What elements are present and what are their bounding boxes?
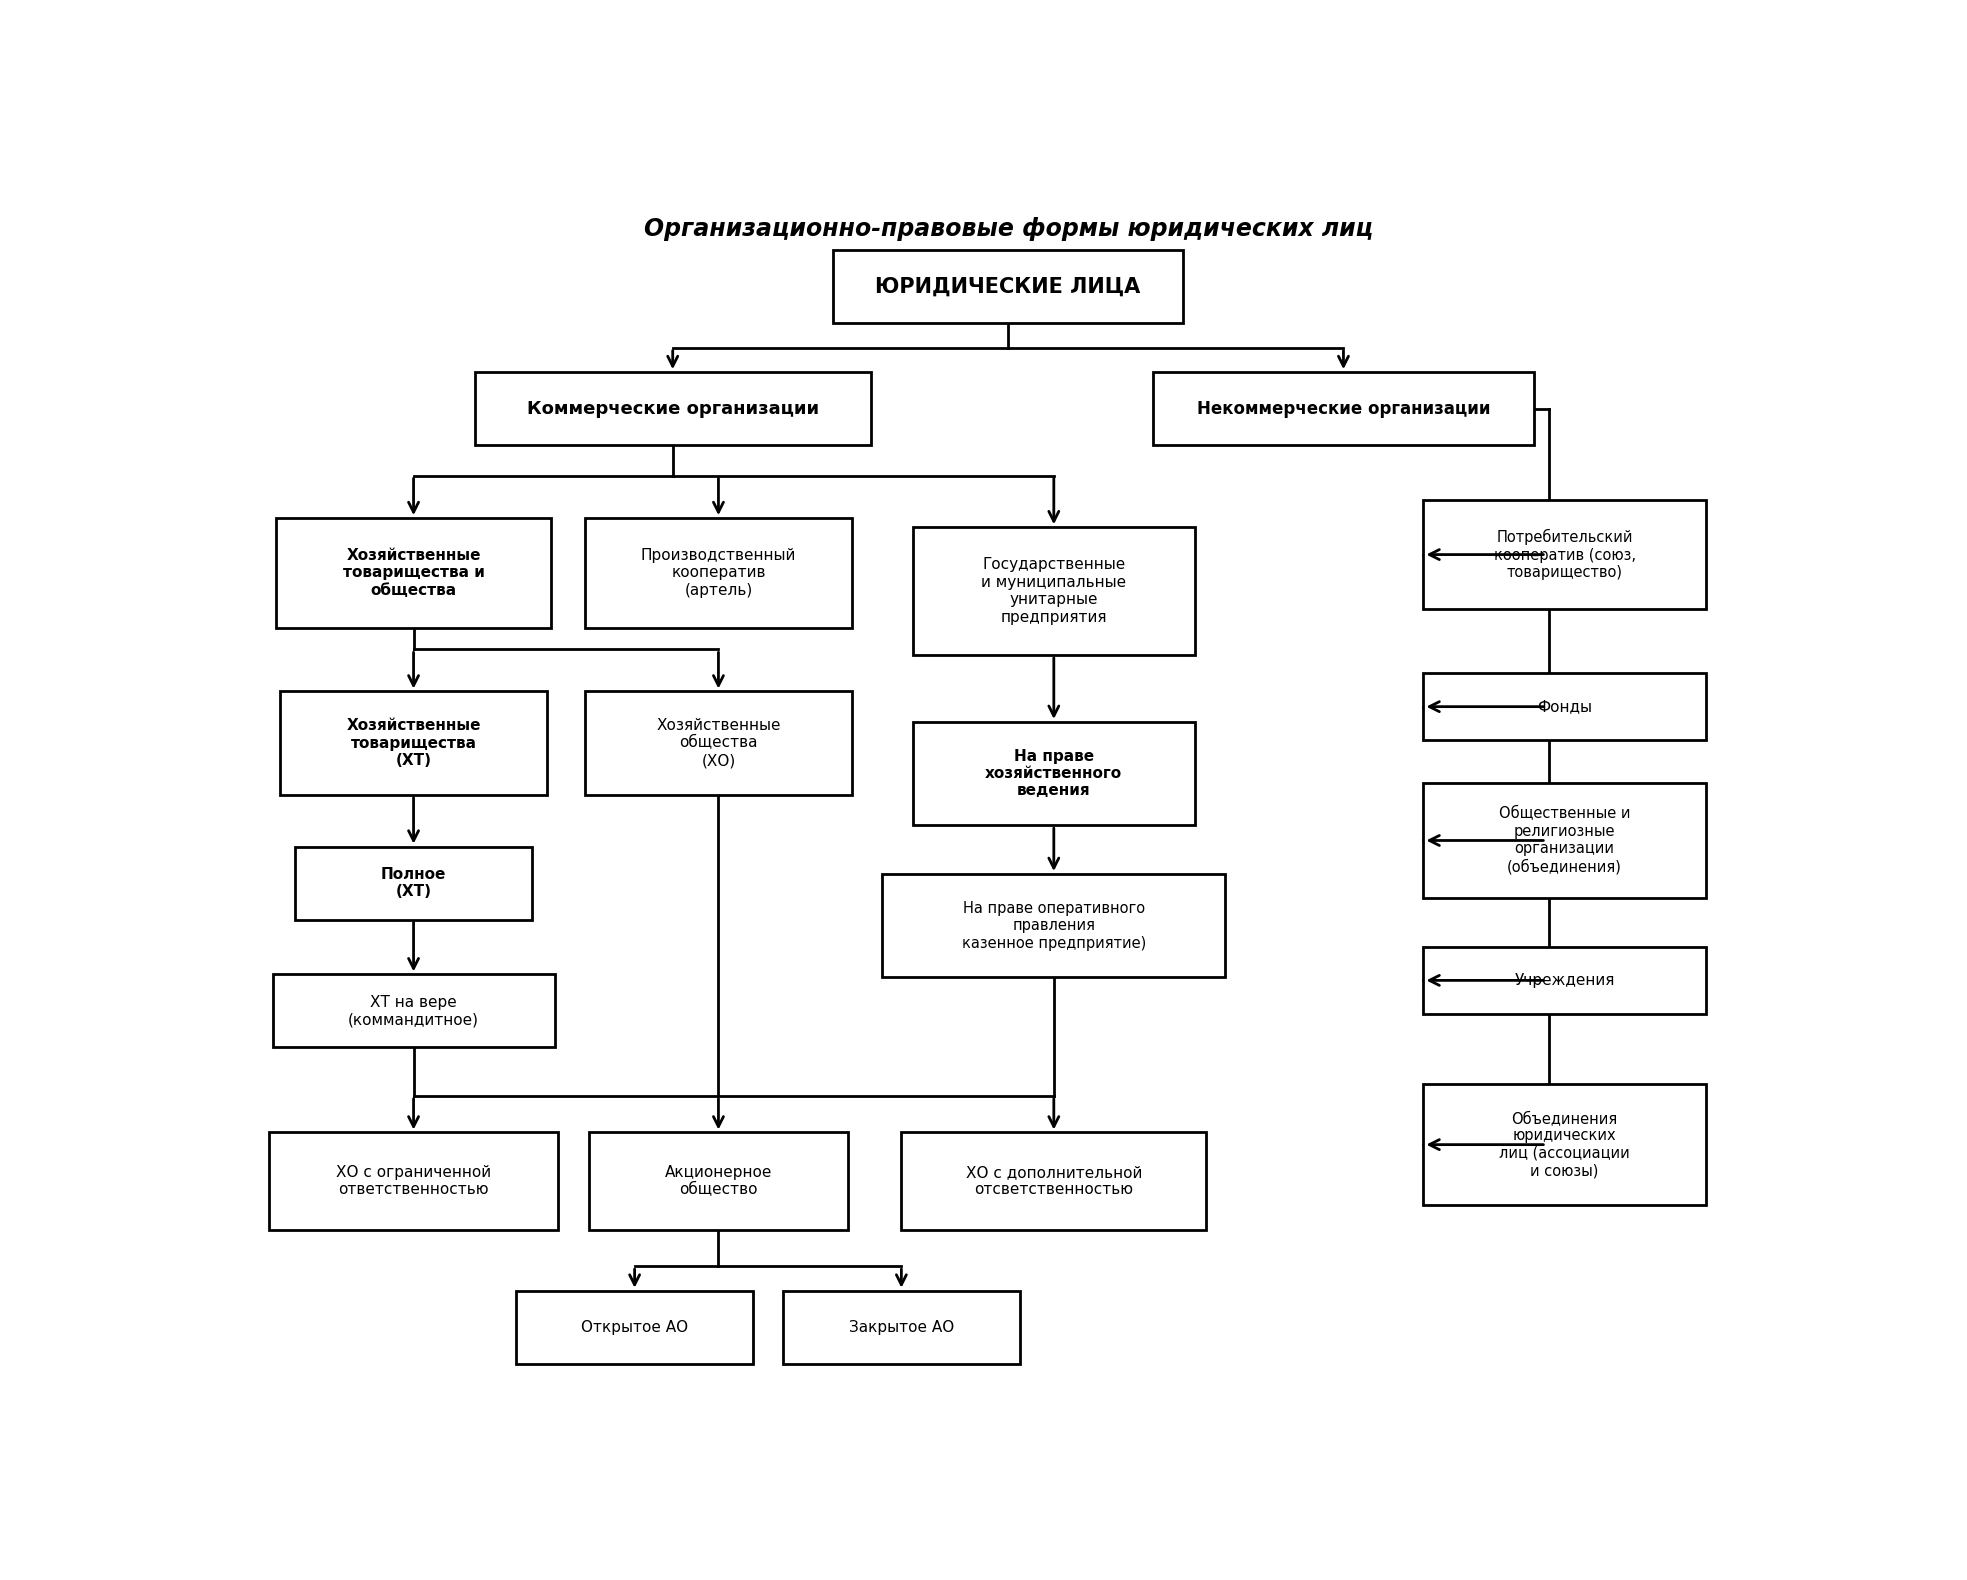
Text: Потребительский
кооператив (союз,
товарищество): Потребительский кооператив (союз, товари… <box>1493 529 1635 580</box>
FancyBboxPatch shape <box>1424 782 1705 899</box>
FancyBboxPatch shape <box>901 1133 1206 1229</box>
Text: ХТ на вере
(коммандитное): ХТ на вере (коммандитное) <box>348 994 480 1027</box>
FancyBboxPatch shape <box>269 1133 559 1229</box>
Text: Закрытое АО: Закрытое АО <box>848 1319 954 1335</box>
FancyBboxPatch shape <box>1424 673 1705 739</box>
Text: Хозяйственные
общества
(ХО): Хозяйственные общества (ХО) <box>657 719 781 768</box>
FancyBboxPatch shape <box>1424 499 1705 610</box>
FancyBboxPatch shape <box>1424 1084 1705 1206</box>
Text: Учреждения: Учреждения <box>1515 973 1615 988</box>
FancyBboxPatch shape <box>783 1291 1019 1364</box>
Text: Полное
(ХТ): Полное (ХТ) <box>382 867 447 899</box>
FancyBboxPatch shape <box>273 975 555 1048</box>
FancyBboxPatch shape <box>279 692 547 795</box>
Text: ХО с ограниченной
ответственностью: ХО с ограниченной ответственностью <box>336 1164 492 1198</box>
Text: Фонды: Фонды <box>1536 700 1591 714</box>
FancyBboxPatch shape <box>584 518 852 627</box>
FancyBboxPatch shape <box>883 874 1225 978</box>
FancyBboxPatch shape <box>295 847 531 920</box>
Text: Открытое АО: Открытое АО <box>580 1319 688 1335</box>
FancyBboxPatch shape <box>275 518 551 627</box>
Text: Производственный
кооператив
(артель): Производственный кооператив (артель) <box>641 548 797 597</box>
Text: Хозяйственные
товарищества
(ХТ): Хозяйственные товарищества (ХТ) <box>346 719 480 768</box>
Text: На праве
хозяйственного
ведения: На праве хозяйственного ведения <box>985 749 1123 798</box>
Text: Государственные
и муниципальные
унитарные
предприятия: Государственные и муниципальные унитарны… <box>982 558 1127 624</box>
Text: Акционерное
общество: Акционерное общество <box>665 1164 773 1198</box>
FancyBboxPatch shape <box>474 373 871 446</box>
Text: Коммерческие организации: Коммерческие организации <box>527 400 818 417</box>
Text: Объединения
юридических
лиц (ассоциации
и союзы): Объединения юридических лиц (ассоциации … <box>1499 1111 1631 1179</box>
Text: Некоммерческие организации: Некоммерческие организации <box>1196 400 1491 417</box>
Text: Хозяйственные
товарищества и
общества: Хозяйственные товарищества и общества <box>342 548 484 597</box>
FancyBboxPatch shape <box>584 692 852 795</box>
Text: ЮРИДИЧЕСКИЕ ЛИЦА: ЮРИДИЧЕСКИЕ ЛИЦА <box>875 276 1141 297</box>
FancyBboxPatch shape <box>913 722 1194 825</box>
Text: ХО с дополнительной
отсветственностью: ХО с дополнительной отсветственностью <box>966 1164 1143 1198</box>
FancyBboxPatch shape <box>1424 946 1705 1014</box>
FancyBboxPatch shape <box>913 528 1194 656</box>
Text: Организационно-правовые формы юридических лиц: Организационно-правовые формы юридически… <box>643 216 1373 240</box>
FancyBboxPatch shape <box>832 250 1184 324</box>
Text: Общественные и
религиозные
организации
(объединения): Общественные и религиозные организации (… <box>1499 806 1631 874</box>
FancyBboxPatch shape <box>517 1291 753 1364</box>
FancyBboxPatch shape <box>588 1133 848 1229</box>
Text: На праве оперативного
правления
казенное предприятие): На праве оперативного правления казенное… <box>962 901 1147 951</box>
FancyBboxPatch shape <box>1153 373 1534 446</box>
